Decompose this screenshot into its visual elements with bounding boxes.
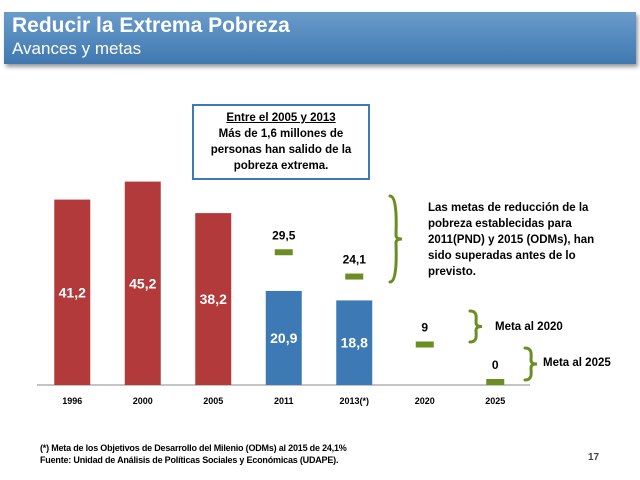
targets-note: Las metas de reducción de la pobreza est… [428,200,594,280]
callout-line: personas han salido de la [210,144,352,156]
target-value-label: 9 [421,321,428,335]
bar-2011 [265,290,302,385]
x-tick-label: 2000 [133,396,153,406]
footnote-odm: (*) Meta de los Objetivos de Desarrollo … [40,443,347,453]
note-line: pobreza establecidas para [428,218,572,230]
x-tick-label: 2013(*) [339,396,369,406]
target-marker-2011 [274,249,293,256]
meta-2020-label: Meta al 2020 [495,321,563,333]
callout-heading: Entre el 2005 y 2013 [226,112,336,124]
callout-line: pobreza extrema. [233,160,329,172]
slide-subtitle: Avances y metas [12,39,142,58]
target-marker-2020 [415,341,434,348]
meta-2025-label: Meta al 2025 [543,357,611,369]
slide-title: Reducir la Extrema Pobreza [12,14,290,37]
note-line: 2011(PND) y 2015 (ODMs), han [428,234,595,246]
bar-2000 [124,181,161,385]
target-marker-2025 [486,379,505,385]
target-value-label: 24,1 [343,253,367,267]
bar-2005 [195,213,232,385]
x-tick-label: 1996 [62,396,82,406]
target-value-label: 29,5 [272,228,296,242]
bar-value-label: 45,2 [129,275,156,291]
note-line: Las metas de reducción de la [428,202,589,214]
bar-1996 [54,199,91,385]
bar-2013(*) [336,300,373,385]
target-value-label: 0 [492,358,499,372]
callout-box: Entre el 2005 y 2013 Más de 1,6 millones… [192,104,370,180]
note-line: previsto. [428,266,476,278]
brace-note [388,194,403,284]
callout-line: Más de 1,6 millones de [218,128,344,140]
brace-meta-2025 [523,346,538,382]
bar-value-label: 38,2 [200,291,227,307]
page-number: 17 [588,452,600,463]
x-tick-label: 2025 [485,396,505,406]
note-line: sido superadas antes de lo [428,250,576,262]
footnote-source: Fuente: Unidad de Análisis de Políticas … [40,455,339,465]
x-tick-label: 2020 [415,396,435,406]
target-marker-2013(*) [345,273,364,280]
bar-value-label: 18,8 [341,335,368,351]
title-banner: Reducir la Extrema Pobreza Avances y met… [4,12,636,64]
bar-value-label: 41,2 [59,284,86,300]
x-tick-label: 2005 [203,396,223,406]
brace-meta-2020 [468,309,483,344]
bar-value-label: 20,9 [270,330,297,346]
x-tick-label: 2011 [274,396,294,406]
